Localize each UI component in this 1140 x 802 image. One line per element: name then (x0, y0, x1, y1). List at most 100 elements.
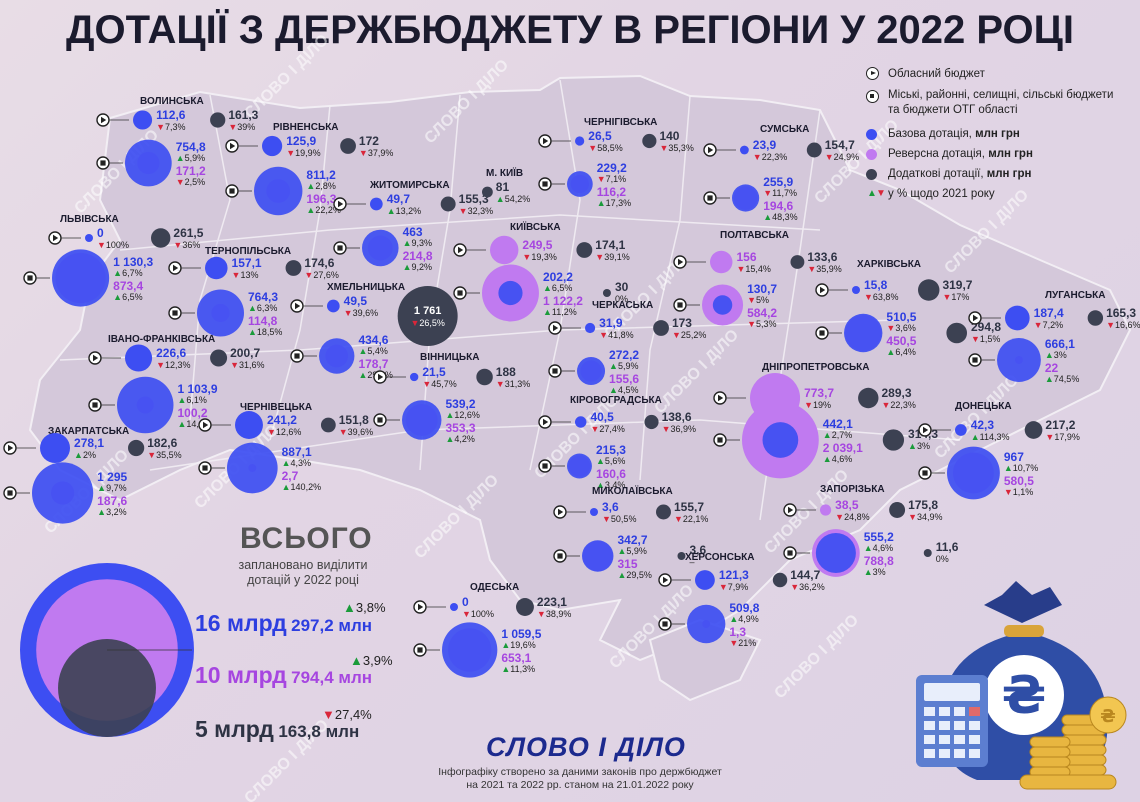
legend-unit: млн грн (986, 168, 1032, 180)
region-name: ЧЕРНІВЕЦЬКА (240, 402, 312, 413)
value-label: 3,6 (602, 500, 619, 514)
stop-icon (168, 306, 182, 320)
play-icon (866, 67, 879, 80)
value-label: 23,9 (753, 138, 777, 152)
additional-circle (858, 387, 879, 409)
arrow-up-icon: ▲ (177, 395, 186, 405)
base-circle (852, 286, 860, 294)
arrow-down-icon: ▼ (304, 270, 313, 280)
value-label: 155,3 (459, 192, 489, 206)
total-heading: ВСЬОГО (240, 522, 373, 555)
arrow-down-icon: ▼ (790, 582, 799, 592)
arrow-up-icon: ▲ (867, 188, 877, 199)
stop-icon (88, 398, 102, 412)
value-label: 174,6 (304, 256, 334, 270)
arrow-down-icon: ▼ (1045, 432, 1054, 442)
base-circle (327, 299, 340, 313)
value-label: 31,9 (599, 316, 623, 330)
legend-local-label-1: Міські, районні, селищні, сільські бюдже… (888, 89, 1114, 101)
arrow-up-icon: ▲ (729, 614, 738, 624)
play-icon (453, 243, 467, 257)
pct-change: – (689, 557, 694, 567)
stop-icon (553, 549, 567, 563)
pct-change: ▼7,1% (597, 174, 626, 184)
pct-change: ▼26,5% (410, 318, 444, 328)
pct-change: ▲6,7% (113, 268, 142, 278)
base-circle (732, 184, 760, 212)
arrow-up-icon: ▲ (403, 238, 412, 248)
additional-circle (677, 552, 686, 560)
additional-circle (482, 186, 493, 198)
arrow-down-icon: ▼ (747, 295, 756, 305)
total-reverse-small: 794,4 млн (291, 668, 373, 687)
base-circle (85, 234, 93, 242)
pct-change: ▼22,3% (881, 400, 915, 410)
play-icon (815, 283, 829, 297)
arrow-down-icon: ▼ (590, 424, 599, 434)
credit-line-2: на 2021 та 2022 рр. станом на 21.01.2022… (466, 779, 694, 791)
pct-change: ▲5,6% (596, 456, 625, 466)
region-name: ХАРКІВСЬКА (857, 259, 921, 270)
pct-change: ▼1,1% (1004, 487, 1033, 497)
value-label: 319,7 (942, 278, 972, 292)
pct-change: ▼35,3% (659, 143, 693, 153)
arrow-down-icon: ▼ (719, 582, 728, 592)
arrow-up-icon: ▲ (886, 347, 895, 357)
arrow-down-icon: ▼ (864, 292, 873, 302)
legend-reverse-label: Реверсна дотація, (888, 148, 985, 160)
arrow-up-icon: ▲ (496, 194, 505, 204)
pct-change: ▼35,9% (807, 264, 841, 274)
pct-change: ▲114,3% (971, 432, 1010, 442)
value-label: 887,1 (282, 445, 312, 459)
arrow-down-icon: ▼ (835, 512, 844, 522)
arrow-down-icon: ▼ (659, 143, 668, 153)
pct-change: ▲5,4% (358, 346, 387, 356)
watermark-text: СЛОВО І ДІЛО (771, 611, 862, 702)
value-label: 1 103,9 (177, 382, 217, 396)
arrow-down-icon: ▼ (422, 379, 431, 389)
stop-icon (96, 156, 110, 170)
stop-icon (703, 191, 717, 205)
value-label: 1,3 (729, 625, 746, 639)
value-label: 200,7 (230, 346, 260, 360)
additional-circle (882, 429, 905, 451)
pct-change: ▼21% (729, 638, 756, 648)
arrow-down-icon: ▼ (736, 264, 745, 274)
play-icon (713, 391, 727, 405)
pct-change: ▲6,5% (543, 283, 572, 293)
pct-change: ▼16,6% (1106, 320, 1140, 330)
region-name: ЖИТОМИРСЬКА (369, 180, 450, 191)
value-label: 510,5 (886, 310, 916, 324)
stop-icon (783, 546, 797, 560)
pct-change: ▼34,9% (908, 512, 942, 522)
base-circle (197, 289, 244, 337)
arrow-down-icon: ▼ (230, 360, 239, 370)
value-label: 172 (359, 134, 379, 148)
value-label: 289,3 (881, 386, 911, 400)
pct-change: ▼36,2% (790, 582, 824, 592)
base-circle (450, 603, 458, 611)
pct-change: ▼35,5% (147, 450, 181, 460)
arrow-down-icon: ▼ (232, 270, 241, 280)
additional-circle (576, 242, 593, 258)
value-label: 2,7 (282, 469, 299, 483)
region-луганська: ЛУГАНСЬКА 187,4▼7,2% 165,3▼16,6% 666,1▲3%22… (968, 290, 1140, 384)
value-label: 49,5 (344, 294, 368, 308)
total-circles (20, 563, 194, 737)
base-circle (410, 372, 419, 382)
additional-circle (440, 196, 456, 212)
region-name: М. КИЇВ (486, 166, 523, 179)
pct-change: ▲22,2% (306, 205, 340, 215)
pct-change: ▼24,9% (825, 152, 859, 162)
pct-change: ▼37,9% (359, 148, 393, 158)
region-name: ХМЕЛЬНИЦЬКА (327, 282, 405, 293)
additional-circle (210, 349, 228, 367)
legend-oblast: Обласний бюджет (866, 64, 1136, 84)
region-м. київ: М. КИЇВ81▲54,2% (482, 166, 530, 204)
value-label: 261,5 (173, 226, 203, 240)
arrow-down-icon: ▼ (747, 319, 756, 329)
arrow-up-icon: ▲ (177, 419, 186, 429)
arrow-down-icon: ▼ (807, 264, 816, 274)
value-label: 11,6 (936, 540, 959, 554)
